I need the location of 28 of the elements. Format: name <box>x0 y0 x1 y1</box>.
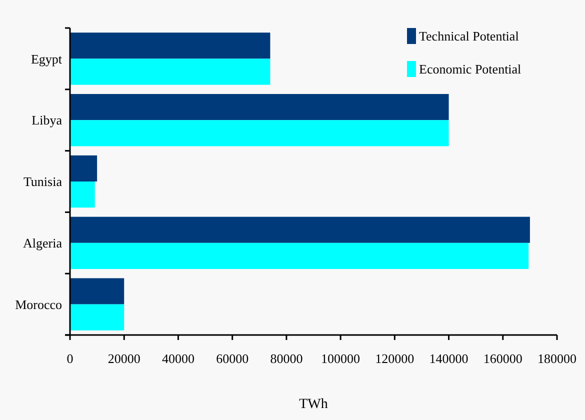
legend-label: Economic Potential <box>419 62 522 77</box>
bar <box>70 278 124 304</box>
bar <box>70 182 95 208</box>
y-tick-label: Tunisia <box>23 174 62 190</box>
x-tick-label: 120000 <box>375 351 414 366</box>
x-tick-label: 40000 <box>162 351 194 366</box>
y-tick-label: Morocco <box>15 296 62 312</box>
y-tick-label: Egypt <box>30 51 62 66</box>
x-tick-label: 60000 <box>216 351 249 366</box>
x-axis-title: TWh <box>299 397 328 412</box>
bar <box>70 216 530 243</box>
bar <box>70 94 449 120</box>
bar <box>70 304 124 330</box>
bar <box>70 155 98 182</box>
x-tick-label: 180000 <box>538 351 576 366</box>
y-tick-label: Algeria <box>23 235 62 250</box>
legend-label: Technical Potential <box>419 28 520 44</box>
bar <box>70 120 449 146</box>
bar <box>70 242 529 269</box>
bar <box>70 58 270 85</box>
x-tick-label: 160000 <box>483 351 522 366</box>
x-tick-label: 140000 <box>429 351 468 366</box>
x-tick-label: 20000 <box>108 351 140 366</box>
x-tick-label: 100000 <box>321 351 360 366</box>
bar <box>70 32 270 59</box>
x-tick-label: 80000 <box>270 351 303 366</box>
x-tick-label: 0 <box>66 351 74 366</box>
y-tick-label: Libya <box>32 112 62 128</box>
